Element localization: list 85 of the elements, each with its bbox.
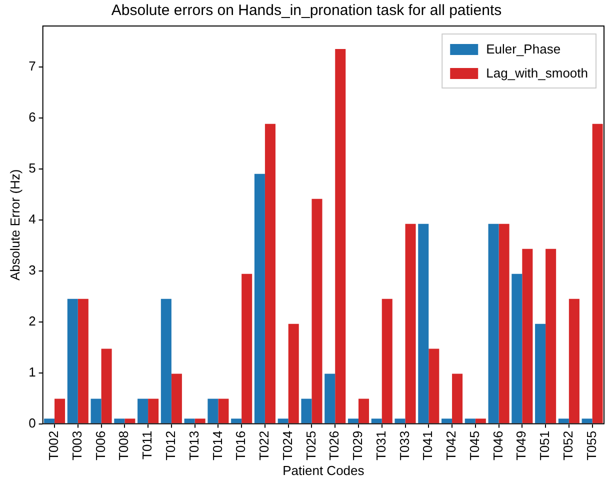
bar [114, 418, 125, 424]
y-tick-label: 5 [28, 160, 36, 176]
bar [452, 374, 463, 424]
bar [568, 298, 580, 424]
y-tick-label: 0 [28, 415, 36, 430]
x-axis-title: Patient Codes [282, 462, 365, 478]
bar [371, 418, 382, 424]
bar [171, 374, 182, 424]
bar [312, 198, 322, 424]
bar [67, 298, 78, 424]
x-tick-label: T049 [514, 430, 529, 460]
bar [512, 274, 522, 424]
x-tick-label: T033 [396, 430, 412, 460]
x-tick-label: T042 [444, 430, 459, 460]
y-axis-title: Absolute Error (Hz) [7, 169, 22, 281]
x-tick-label: T012 [163, 430, 178, 460]
y-tick-label: 7 [28, 58, 36, 74]
x-tick-label: T052 [560, 430, 576, 460]
x-tick-label: T008 [116, 430, 132, 460]
bar [54, 398, 66, 424]
x-tick-label: T022 [256, 430, 272, 460]
bar [254, 174, 265, 424]
bar [278, 418, 288, 424]
bar [498, 224, 510, 424]
x-tick-label: T046 [490, 430, 506, 460]
y-tick-label: 4 [28, 211, 36, 226]
bar [231, 418, 242, 424]
bar [558, 418, 569, 424]
x-tick-label: T055 [584, 430, 599, 460]
y-tick-label: 1 [28, 364, 36, 380]
bar [348, 418, 358, 424]
bar [288, 324, 299, 424]
bar [358, 398, 370, 424]
bar [90, 398, 102, 424]
x-tick-label: T031 [373, 430, 388, 460]
x-tick-label: T024 [280, 430, 295, 460]
bar [592, 124, 603, 424]
x-tick-label: T002 [46, 430, 62, 460]
bar [428, 348, 440, 424]
bar [78, 298, 88, 424]
bar [382, 298, 392, 424]
x-tick-label: T025 [303, 430, 318, 460]
legend-label: Euler_Phase [486, 42, 561, 57]
x-tick-label: T013 [186, 430, 202, 460]
bar [324, 374, 336, 424]
bar [160, 298, 172, 424]
x-tick-label: T041 [420, 430, 436, 460]
x-tick-label: T045 [466, 430, 482, 460]
bar [405, 224, 416, 424]
bar [242, 274, 252, 424]
legend-label: Lag_with_smooth [486, 66, 588, 81]
x-tick-label: T011 [140, 430, 155, 460]
bar [335, 48, 346, 424]
x-tick-label: T026 [326, 430, 342, 460]
x-tick-label: T051 [537, 430, 552, 460]
bar [124, 418, 136, 424]
bar [184, 418, 195, 424]
bar [101, 348, 112, 424]
bar [442, 418, 452, 424]
bar [301, 398, 312, 424]
x-tick-label: T016 [233, 430, 248, 460]
bar [582, 418, 592, 424]
bar [488, 224, 499, 424]
x-tick-label: T006 [92, 430, 108, 460]
bar [535, 324, 546, 424]
bar [194, 418, 206, 424]
bar [148, 398, 159, 424]
bar [138, 398, 148, 424]
bar [522, 248, 533, 424]
bar [264, 124, 276, 424]
y-tick-label: 6 [28, 109, 36, 124]
y-tick-label: 3 [28, 262, 36, 278]
x-tick-label: T003 [69, 430, 84, 460]
bar [44, 418, 55, 424]
bar [464, 418, 476, 424]
bar [394, 418, 406, 424]
bar [418, 224, 429, 424]
chart-title: Absolute errors on Hands_in_pronation task for all patients [111, 2, 502, 20]
x-tick-label: T014 [210, 430, 225, 460]
x-tick-label: T029 [350, 430, 366, 460]
bar [546, 248, 556, 424]
bar [208, 398, 218, 424]
bar [218, 398, 229, 424]
bar [475, 418, 486, 424]
y-tick-label: 2 [28, 313, 36, 328]
